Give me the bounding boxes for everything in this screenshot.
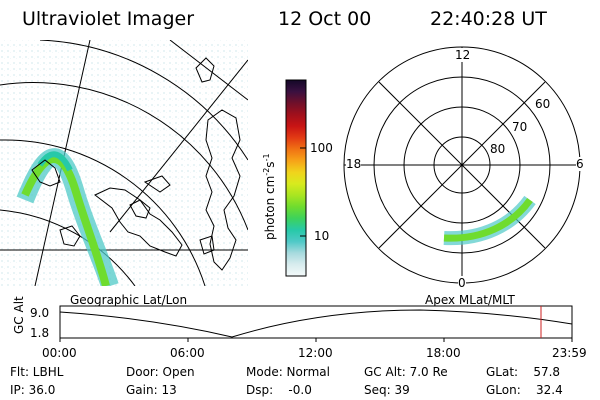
observation-date: 12 Oct 00 — [278, 8, 372, 30]
alt-xtick-0000: 00:00 — [42, 346, 77, 360]
mlt-label-6: 6 — [576, 157, 584, 171]
info-gain: Gain: 13 — [126, 383, 177, 397]
info-dsp: Dsp: -0.0 — [246, 383, 312, 397]
info-filter: Flt: LBHL — [10, 365, 64, 379]
apex-panel-label: Apex MLat/MLT — [425, 293, 515, 307]
mlt-label-0: 0 — [458, 276, 466, 290]
info-gc-alt: GC Alt: 7.0 Re — [364, 365, 448, 379]
info-ip: IP: 36.0 — [10, 383, 56, 397]
mlat-label-80: 80 — [490, 142, 506, 156]
colorbar-tick-10: 10 — [314, 229, 330, 243]
info-glon: GLon: 32.4 — [486, 383, 563, 397]
colorbar — [285, 79, 307, 277]
info-glat: GLat: 57.8 — [486, 365, 561, 379]
geographic-panel-label: Geographic Lat/Lon — [70, 293, 188, 307]
info-door: Door: Open — [126, 365, 195, 379]
observation-time: 22:40:28 UT — [430, 8, 547, 30]
alt-xtick-2359: 23:59 — [552, 346, 587, 360]
info-mode: Mode: Normal — [246, 365, 330, 379]
mlat-label-70: 70 — [512, 120, 528, 134]
mlat-label-60: 60 — [535, 97, 551, 111]
info-seq: Seq: 39 — [364, 383, 410, 397]
alt-ytick-bottom: 1.8 — [30, 326, 50, 340]
alt-xtick-1800: 18:00 — [426, 346, 461, 360]
alt-xtick-0600: 06:00 — [170, 346, 205, 360]
mlt-label-18: 18 — [346, 157, 362, 171]
alt-xtick-1200: 12:00 — [298, 346, 333, 360]
alt-ylabel: GC Alt — [12, 296, 26, 334]
mlt-label-12: 12 — [455, 48, 471, 62]
alt-ytick-top: 9.0 — [30, 306, 50, 320]
instrument-title: Ultraviolet Imager — [22, 8, 195, 30]
colorbar-gradient — [285, 79, 307, 277]
colorbar-tick-100: 100 — [310, 141, 333, 155]
